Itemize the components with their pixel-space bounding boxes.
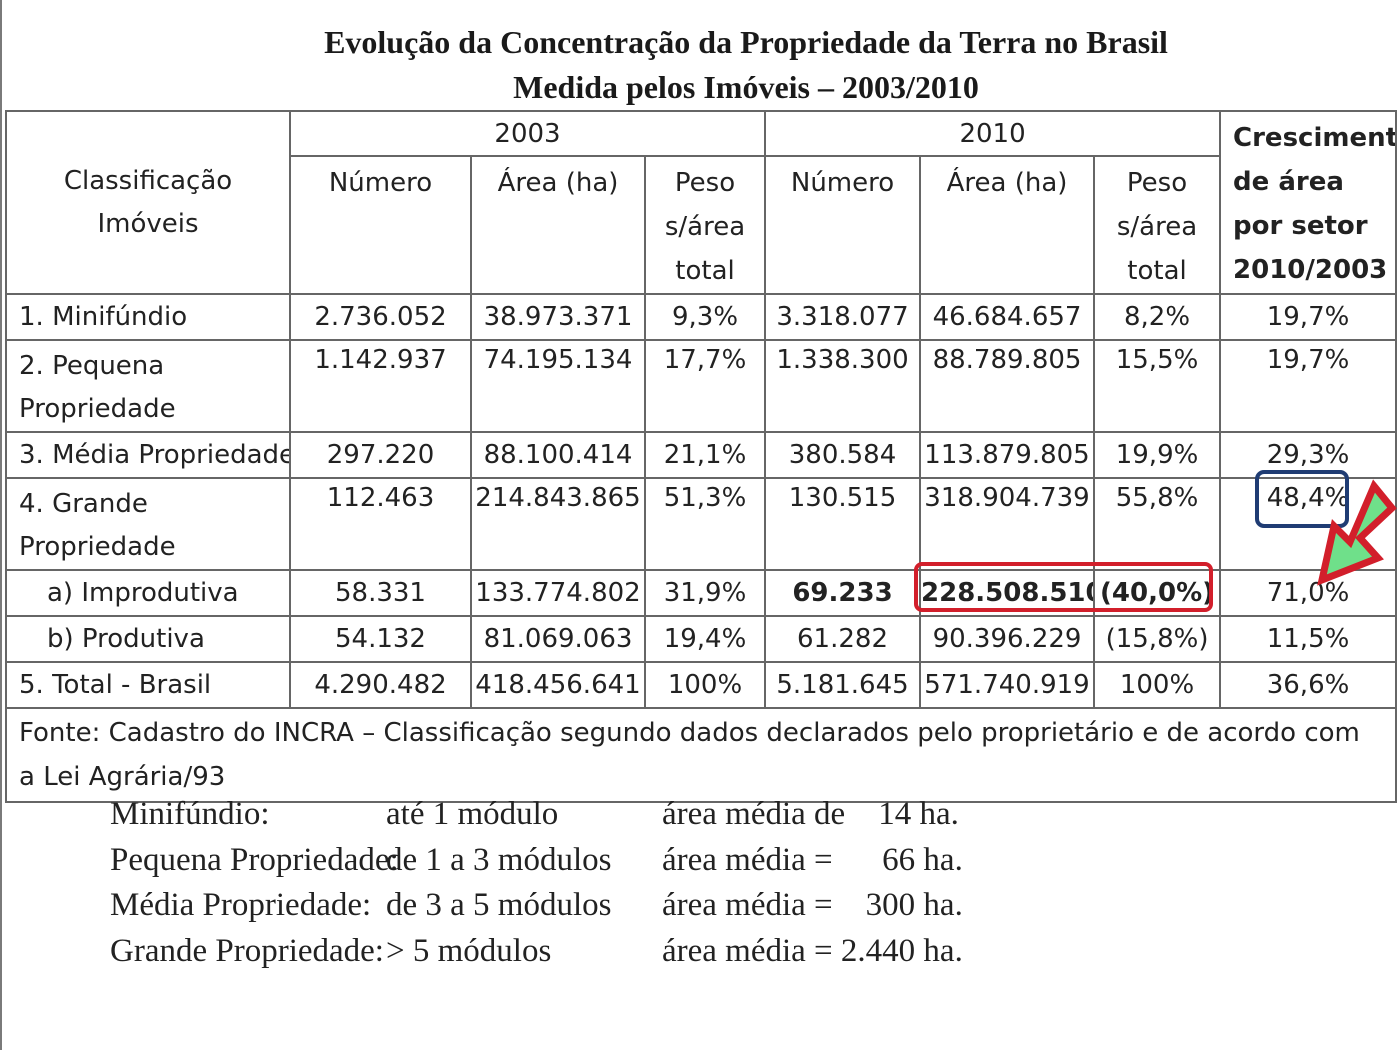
cell-weight-2003: 21,1% [643,431,767,479]
land-concentration-table: Classificação Imóveis 2003 2010 Crescime… [4,110,1398,803]
row-label: 2. Pequena Propriedade [5,339,291,433]
legend-row: Grande Propriedade: > 5 módulos área méd… [110,933,1010,979]
cell-weight-2003: 19,4% [643,615,767,663]
cell-area-2003: 81.069.063 [470,615,646,663]
cell-area-2003: 74.195.134 [470,339,646,433]
cell-weight-2010: 8,2% [1093,293,1222,341]
cell-area-2003: 38.973.371 [470,293,646,341]
highlight-grande-growth [1255,470,1349,528]
cell-number-2010: 380.584 [764,431,922,479]
title-line-1: Evolução da Concentração da Propriedade … [324,24,1168,60]
cell-weight-2003: 31,9% [643,569,767,617]
cell-number-2010: 3.318.077 [764,293,922,341]
cell-area-2003: 214.843.865 [470,477,646,571]
legend-name: Grande Propriedade: [110,932,384,969]
cell-growth: 11,5% [1219,615,1398,663]
cell-growth: 19,7% [1219,339,1398,433]
legend-modules: até 1 módulo [386,796,559,832]
cell-area-2003: 133.774.802 [470,569,646,617]
cell-weight-2003: 51,3% [643,477,767,571]
cell-number-2003: 1.142.937 [289,339,472,433]
page-title: Evolução da Concentração da Propriedade … [0,20,1399,110]
cell-weight-2003: 100% [643,661,767,709]
table-row: 2. Pequena Propriedade 1.142.937 74.195.… [5,339,1398,433]
table-row: 3. Média Propriedade 297.220 88.100.414 … [5,431,1398,479]
cell-number-2003: 297.220 [289,431,472,479]
cell-weight-2010: 19,9% [1093,431,1222,479]
cell-number-2010: 5.181.645 [764,661,922,709]
table-row: a) Improdutiva 58.331 133.774.802 31,9% … [5,569,1398,617]
legend-name: Pequena Propriedade: [110,841,399,878]
cell-area-2010: 88.789.805 [919,339,1096,433]
cell-number-2010: 130.515 [764,477,922,571]
legend-area: área média de 14 ha. [662,796,959,832]
legend-area: área média = 66 ha. [662,841,963,878]
header-area-2003: Área (ha) [470,155,646,295]
legend-name: Minifúndio: [110,796,270,832]
module-legend: Minifúndio: até 1 módulo área média de 1… [110,796,1010,978]
row-label: b) Produtiva [5,615,291,663]
table-row: 4. Grande Propriedade 112.463 214.843.86… [5,477,1398,571]
cell-weight-2010: 55,8% [1093,477,1222,571]
slide-left-border [0,0,2,1050]
cell-area-2010: 90.396.229 [919,615,1096,663]
cell-weight-2003: 17,7% [643,339,767,433]
header-year-2003: 2003 [288,110,767,157]
legend-row: Minifúndio: até 1 módulo área média de 1… [110,796,1010,842]
cell-number-2010: 61.282 [764,615,922,663]
cell-number-2003: 2.736.052 [289,293,472,341]
header-weight-2003: Peso s/área total [643,155,767,295]
title-line-2: Medida pelos Imóveis – 2003/2010 [513,69,979,105]
table-row: b) Produtiva 54.132 81.069.063 19,4% 61.… [5,615,1398,663]
table-row: 1. Minifúndio 2.736.052 38.973.371 9,3% … [5,293,1398,341]
cell-growth: 71,0% [1219,569,1398,617]
legend-row: Média Propriedade: de 3 a 5 módulos área… [110,887,1010,933]
legend-modules: de 1 a 3 módulos [386,841,612,878]
header-weight-2010: Peso s/área total [1093,155,1222,295]
cell-weight-2010: (15,8%) [1093,615,1222,663]
cell-area-2010: 571.740.919 [919,661,1096,709]
row-label: 3. Média Propriedade [5,431,291,479]
header-classification: Classificação Imóveis [5,110,291,295]
legend-row: Pequena Propriedade: de 1 a 3 módulos ár… [110,842,1010,888]
cell-number-2003: 112.463 [289,477,472,571]
legend-modules: > 5 módulos [386,932,552,969]
row-label: 4. Grande Propriedade [5,477,291,571]
table-source-note: Fonte: Cadastro do INCRA – Classificação… [4,707,1398,803]
cell-area-2003: 418.456.641 [470,661,646,709]
cell-number-2003: 54.132 [289,615,472,663]
cell-area-2010: 318.904.739 [919,477,1096,571]
cell-area-2003: 88.100.414 [470,431,646,479]
cell-number-2010: 69.233 [764,569,922,617]
header-number-2010: Número [764,155,922,295]
legend-modules: de 3 a 5 módulos [386,887,612,923]
arrow-down-left-icon [1317,479,1397,586]
cell-area-2010: 113.879.805 [919,431,1096,479]
row-label: 1. Minifúndio [5,293,291,341]
cell-growth: 36,6% [1219,661,1398,709]
table-row: 5. Total - Brasil 4.290.482 418.456.641 … [5,661,1398,709]
legend-name: Média Propriedade: [110,887,372,923]
cell-growth: 19,7% [1219,293,1398,341]
header-growth: Crescimento de área por setor 2010/2003 [1219,110,1398,295]
header-year-2010: 2010 [764,110,1222,157]
cell-area-2010: 46.684.657 [919,293,1096,341]
cell-weight-2010: 100% [1093,661,1222,709]
row-label: 5. Total - Brasil [5,661,291,709]
cell-number-2003: 58.331 [289,569,472,617]
cell-number-2003: 4.290.482 [289,661,472,709]
cell-weight-2003: 9,3% [643,293,767,341]
highlight-improdutiva-2010 [914,562,1213,612]
legend-area: área média = 300 ha. [662,887,963,923]
header-number-2003: Número [289,155,472,295]
legend-area: área média = 2.440 ha. [662,932,963,969]
cell-number-2010: 1.338.300 [764,339,922,433]
row-label: a) Improdutiva [5,569,291,617]
header-area-2010: Área (ha) [919,155,1096,295]
cell-weight-2010: 15,5% [1093,339,1222,433]
